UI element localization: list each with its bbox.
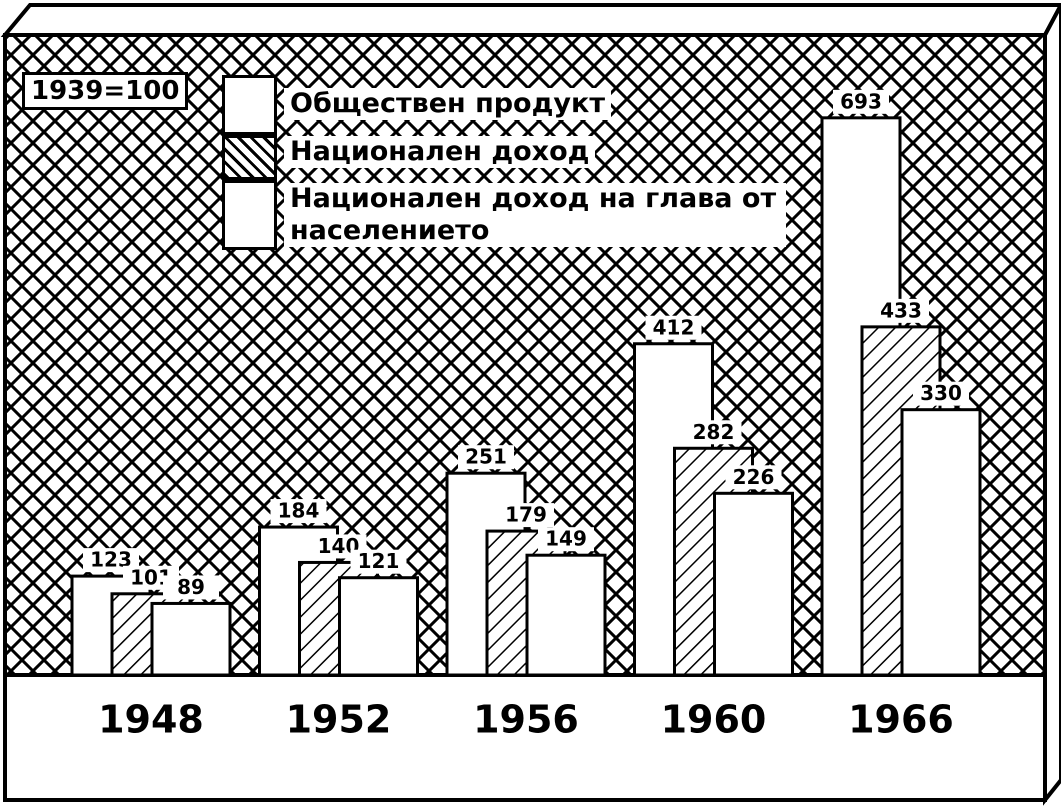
- bar: [525, 553, 607, 677]
- value-label-box: [685, 420, 742, 445]
- x-tick-label: 1952: [286, 698, 392, 742]
- value-label: 251: [465, 445, 507, 469]
- value-label: 121: [358, 549, 400, 573]
- category-strip: [3, 673, 1047, 802]
- value-label: 412: [653, 315, 695, 339]
- value-label-box: [645, 315, 702, 340]
- value-label: 433: [880, 298, 922, 322]
- value-label-box: [538, 527, 594, 552]
- value-label: 330: [920, 381, 962, 405]
- bar: [713, 491, 794, 677]
- frame-side: [1043, 4, 1061, 806]
- value-label: 149: [545, 527, 587, 551]
- value-label: 693: [840, 89, 882, 113]
- bar: [150, 601, 232, 677]
- frame-top: [0, 3, 1061, 37]
- bar: [338, 576, 419, 677]
- x-tick-label: 1966: [848, 698, 954, 742]
- value-label-box: [458, 445, 514, 470]
- value-label: 89: [177, 575, 205, 599]
- value-label-box: [873, 298, 929, 323]
- value-label: 179: [505, 503, 547, 527]
- x-tick-label: 1956: [473, 698, 579, 742]
- value-label-box: [913, 381, 969, 406]
- legend-label: Национален доход на глава от населението: [284, 183, 786, 247]
- bar: [900, 408, 982, 677]
- legend-swatch: [222, 180, 277, 250]
- note: 1939=100: [22, 72, 189, 110]
- value-label-box: [270, 499, 327, 524]
- x-tick-label: 1948: [98, 698, 204, 742]
- value-label: 226: [733, 465, 775, 489]
- legend-swatch: [222, 75, 277, 135]
- value-label-box: [833, 89, 889, 114]
- legend-label: Национален доход: [284, 136, 596, 168]
- value-label-box: [163, 575, 219, 600]
- value-label: 282: [693, 420, 735, 444]
- value-label-box: [725, 465, 782, 490]
- legend-swatch: [222, 135, 277, 180]
- value-label-box: [350, 549, 407, 574]
- x-tick-label: 1960: [661, 698, 767, 742]
- legend-label: Обществен продукт: [284, 88, 611, 120]
- value-label-box: [498, 503, 554, 528]
- value-label: 184: [278, 499, 320, 523]
